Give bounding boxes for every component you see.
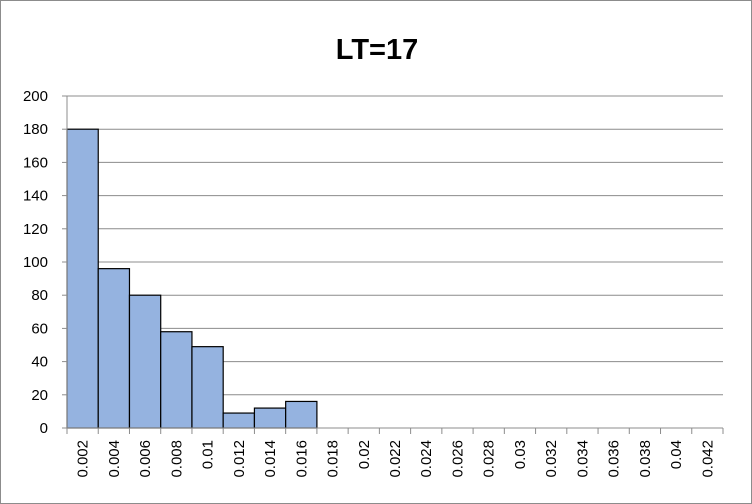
bars bbox=[66, 128, 318, 429]
bar bbox=[66, 128, 99, 429]
x-tick-label: 0.028 bbox=[481, 440, 498, 478]
chart-title: LT=17 bbox=[336, 34, 418, 66]
y-tick-label: 140 bbox=[23, 188, 48, 205]
x-tick-label: 0.018 bbox=[325, 440, 342, 478]
x-tick-label: 0.004 bbox=[106, 440, 123, 478]
x-tick-label: 0.008 bbox=[168, 440, 185, 478]
x-tick-label: 0.006 bbox=[137, 440, 154, 478]
bar bbox=[222, 412, 256, 429]
x-tick-label: 0.026 bbox=[449, 440, 466, 478]
x-tick-label: 0.024 bbox=[418, 440, 435, 478]
x-tick-label: 0.03 bbox=[512, 440, 529, 469]
y-tick-label: 160 bbox=[23, 154, 48, 171]
x-tick-label: 0.02 bbox=[356, 440, 373, 469]
y-tick-label: 120 bbox=[23, 221, 48, 238]
bar bbox=[285, 400, 318, 429]
x-tick-label: 0.042 bbox=[699, 440, 716, 478]
bar bbox=[128, 294, 162, 429]
y-tick-label: 80 bbox=[31, 287, 48, 304]
x-tick-label: 0.002 bbox=[75, 440, 92, 478]
x-tick-label: 0.034 bbox=[574, 440, 591, 478]
y-tick-label: 20 bbox=[31, 387, 48, 404]
y-tick-label: 200 bbox=[23, 88, 48, 105]
bar bbox=[97, 268, 131, 429]
bar bbox=[191, 346, 224, 429]
x-tick-label: 0.038 bbox=[637, 440, 654, 478]
y-tick-label: 60 bbox=[31, 320, 48, 337]
y-tick-label: 40 bbox=[31, 354, 48, 371]
x-tick-label: 0.014 bbox=[262, 440, 279, 478]
y-tick-label: 100 bbox=[23, 254, 48, 271]
x-tick-label: 0.032 bbox=[543, 440, 560, 478]
x-tick-labels: 0.002 0.004 0.006 0.008 0.01 0.012 0.014 0.016 0… bbox=[75, 440, 717, 478]
bar bbox=[253, 407, 287, 429]
y-tick-label: 0 bbox=[40, 420, 48, 437]
x-tick-label: 0.04 bbox=[668, 440, 685, 469]
x-tick-label: 0.016 bbox=[293, 440, 310, 478]
y-tick-labels: 0 20 40 60 80 100 120 140 160 180 200 bbox=[23, 88, 48, 437]
x-tick-label: 0.012 bbox=[231, 440, 248, 478]
x-tick-label: 0.022 bbox=[387, 440, 404, 478]
axes bbox=[62, 95, 724, 434]
x-tick-label: 0.01 bbox=[200, 440, 217, 469]
x-tick-label: 0.036 bbox=[606, 440, 623, 478]
y-tick-label: 180 bbox=[23, 121, 48, 138]
bar bbox=[160, 331, 193, 429]
